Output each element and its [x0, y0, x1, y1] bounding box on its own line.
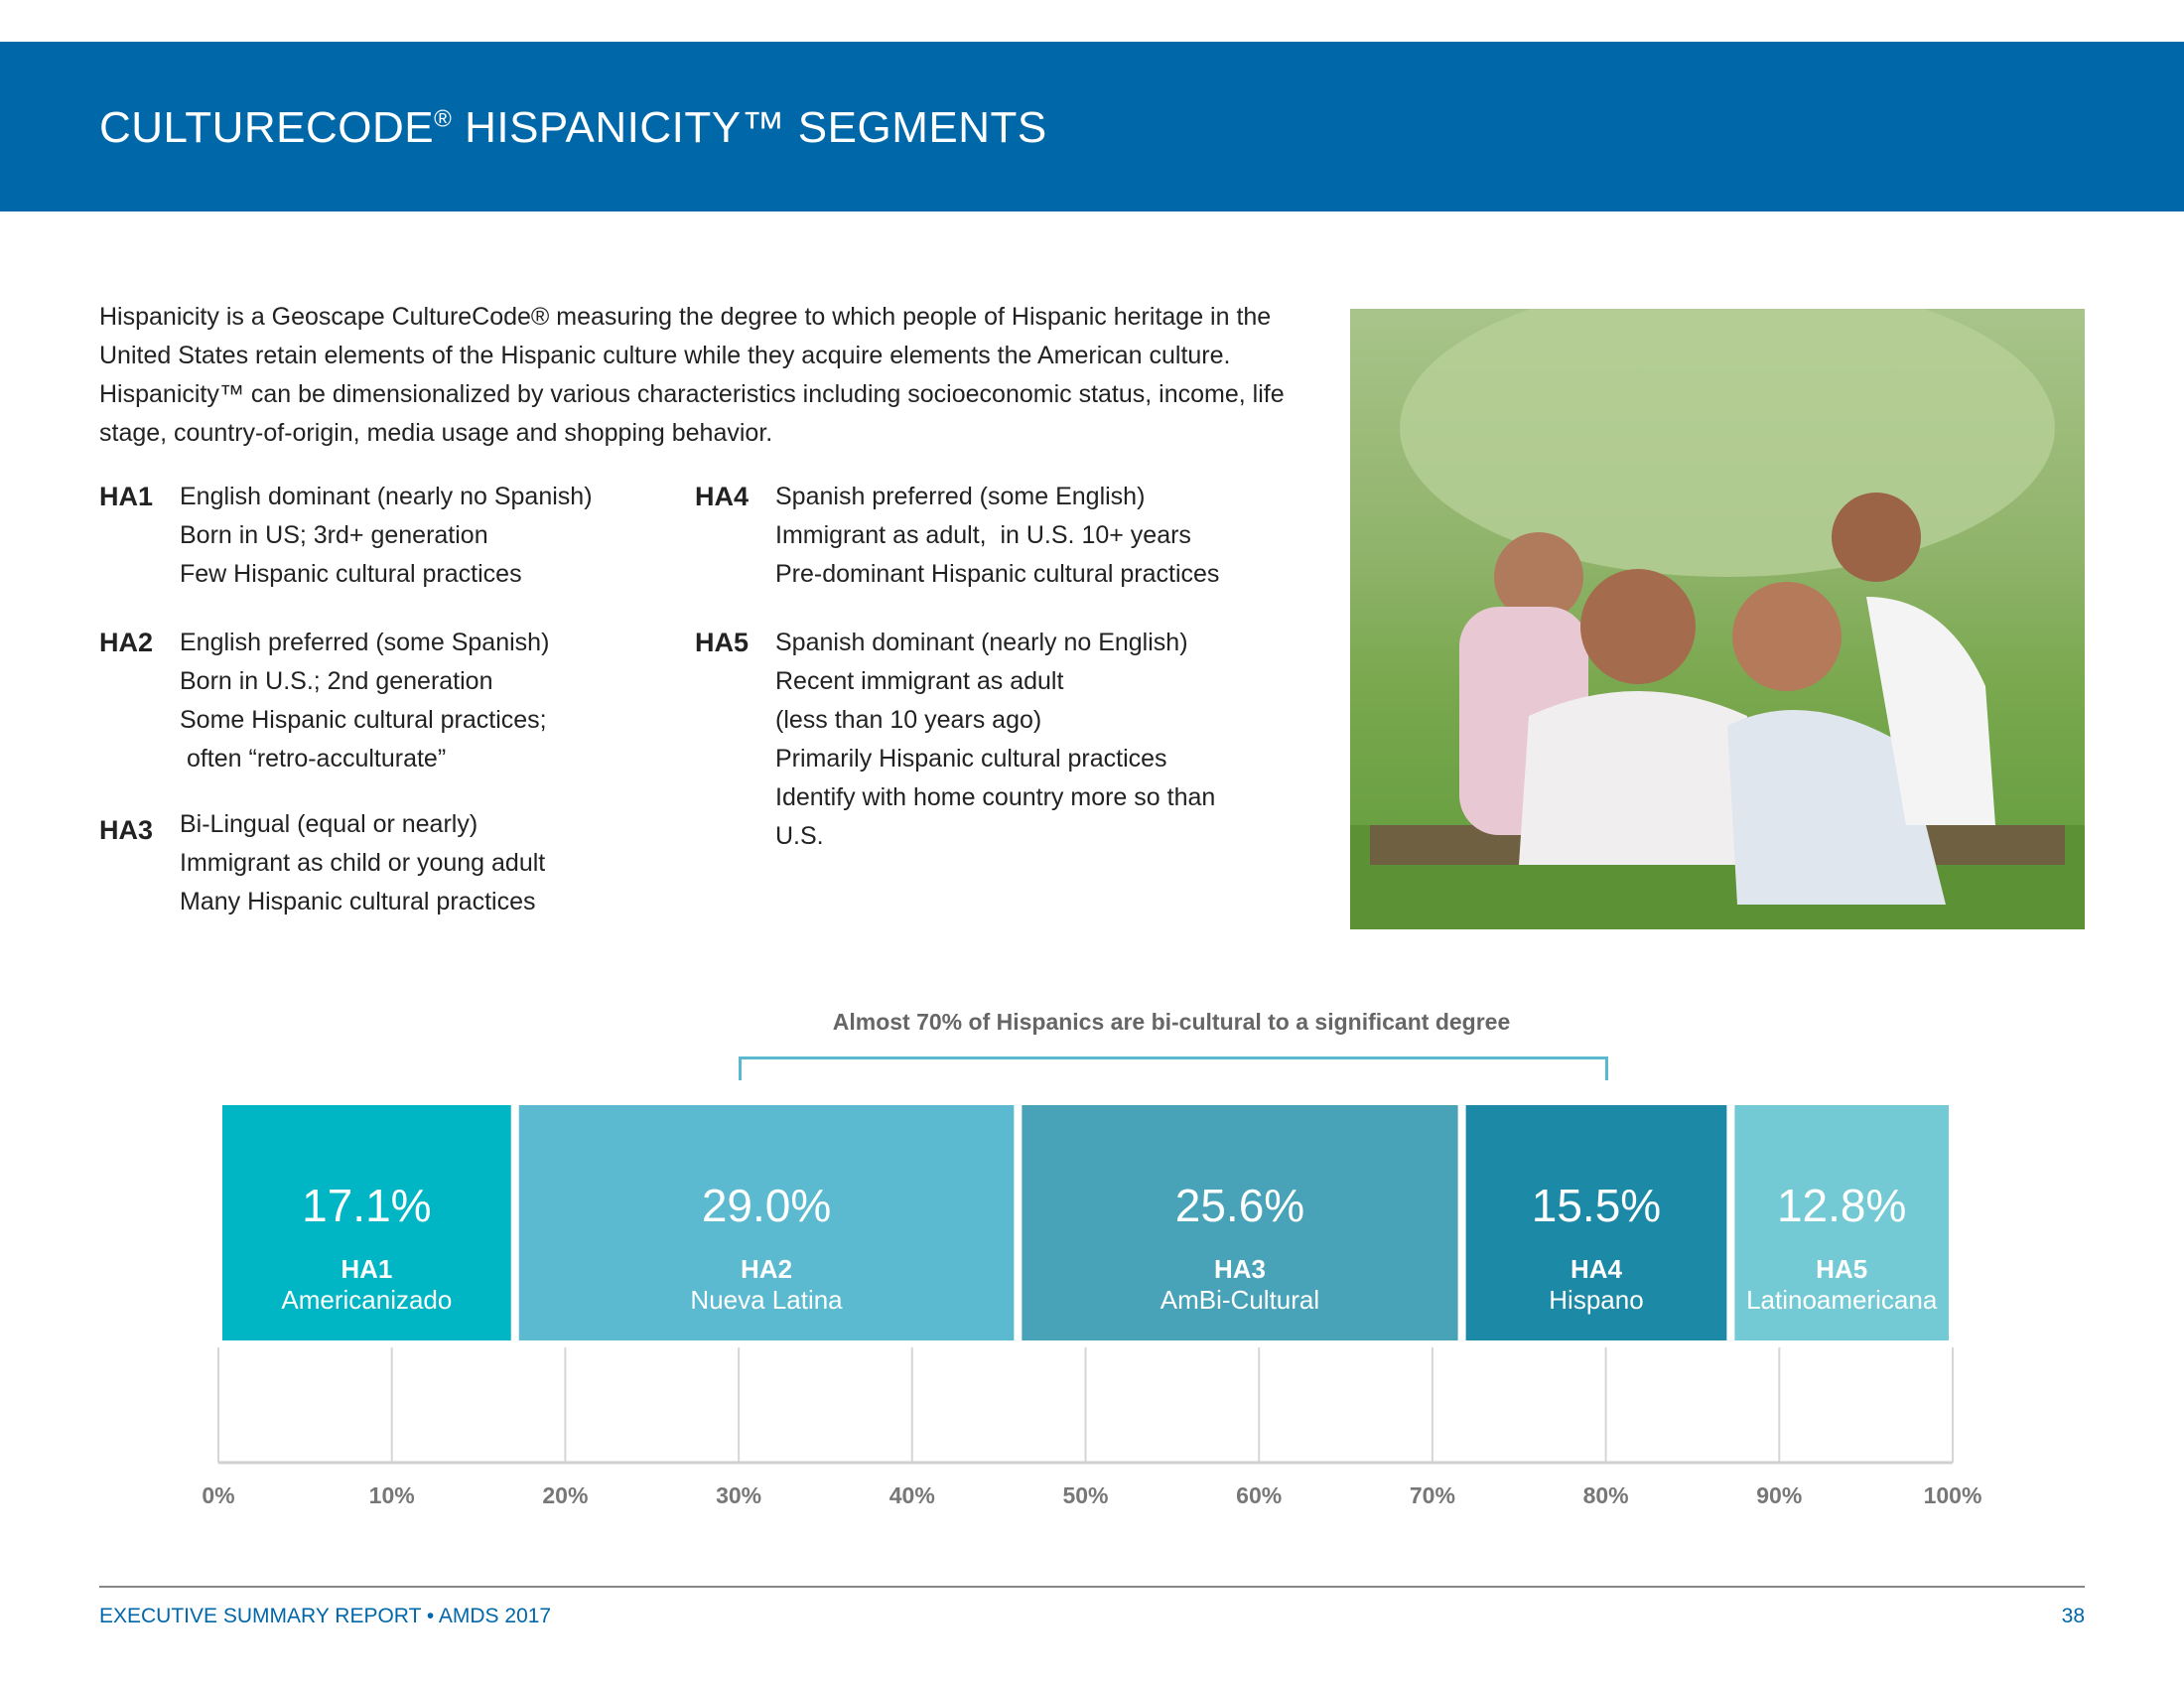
segment-code-label: HA3: [1214, 1254, 1266, 1284]
segment-code: HA3: [99, 815, 154, 845]
tick-label: 30%: [716, 1482, 761, 1508]
segment-description: English preferred (some Spanish) Born in…: [180, 629, 550, 773]
bicultural-bracket: [739, 1056, 1608, 1080]
bar-ha5: [1734, 1105, 1949, 1340]
segment-description: Bi-Lingual (equal or nearly) Immigrant a…: [180, 810, 546, 915]
family-photo: [1350, 309, 2085, 929]
page-number: 38: [2061, 1605, 2085, 1627]
page-title: CULTURECODE® HISPANICITY™ SEGMENTS: [99, 103, 1047, 153]
tick-label: 10%: [369, 1482, 415, 1508]
value-label: 29.0%: [702, 1180, 831, 1231]
title-part: HISPANICITY™ SEGMENTS: [452, 103, 1047, 152]
value-label: 15.5%: [1532, 1180, 1661, 1231]
tick-label: 50%: [1062, 1482, 1108, 1508]
segment-code-label: HA4: [1570, 1254, 1623, 1284]
footer-label: EXECUTIVE SUMMARY REPORT • AMDS 2017: [99, 1605, 552, 1627]
segment-description: Spanish dominant (nearly no English) Rec…: [775, 629, 1216, 850]
segment-code: HA1: [99, 482, 154, 511]
segment-name-label: Hispano: [1549, 1285, 1643, 1315]
value-label: 25.6%: [1175, 1180, 1304, 1231]
chart-title: Almost 70% of Hispanics are bi-cultural …: [832, 1009, 1511, 1035]
tick-label: 90%: [1756, 1482, 1802, 1508]
tick-label: 60%: [1236, 1482, 1282, 1508]
segment-name-label: Nueva Latina: [690, 1285, 843, 1315]
title-banner: CULTURECODE® HISPANICITY™ SEGMENTS: [0, 42, 2184, 211]
segment-name-label: Latinoamericana: [1746, 1285, 1938, 1315]
segment-description: Spanish preferred (some English) Immigra…: [775, 483, 1220, 588]
segment-name-label: Americanizado: [281, 1285, 452, 1315]
footer-divider: [99, 1586, 2085, 1588]
tick-label: 0%: [202, 1482, 234, 1508]
bar-ha2: [518, 1105, 1015, 1340]
bar-ha3: [1022, 1105, 1458, 1340]
tick-label: 40%: [889, 1482, 935, 1508]
tick-label: 70%: [1410, 1482, 1455, 1508]
bar-ha1: [222, 1105, 511, 1340]
tick-label: 80%: [1583, 1482, 1629, 1508]
segment-description: English dominant (nearly no Spanish) Bor…: [180, 483, 593, 588]
segment-code-label: HA2: [741, 1254, 792, 1284]
bar-ha4: [1465, 1105, 1727, 1340]
segment-code-label: HA1: [341, 1254, 392, 1284]
tick-label: 100%: [1924, 1482, 1982, 1508]
segment-name-label: AmBi-Cultural: [1160, 1285, 1319, 1315]
segment-code: HA2: [99, 628, 154, 657]
registered-mark: ®: [434, 105, 453, 133]
intro-paragraph: Hispanicity is a Geoscape CultureCode® m…: [99, 303, 1285, 447]
segment-code: HA4: [695, 482, 750, 511]
value-label: 17.1%: [302, 1180, 431, 1231]
value-label: 12.8%: [1777, 1180, 1906, 1231]
segment-code-label: HA5: [1816, 1254, 1867, 1284]
tick-label: 20%: [542, 1482, 588, 1508]
segment-code: HA5: [695, 628, 750, 657]
title-part: CULTURECODE: [99, 103, 435, 152]
